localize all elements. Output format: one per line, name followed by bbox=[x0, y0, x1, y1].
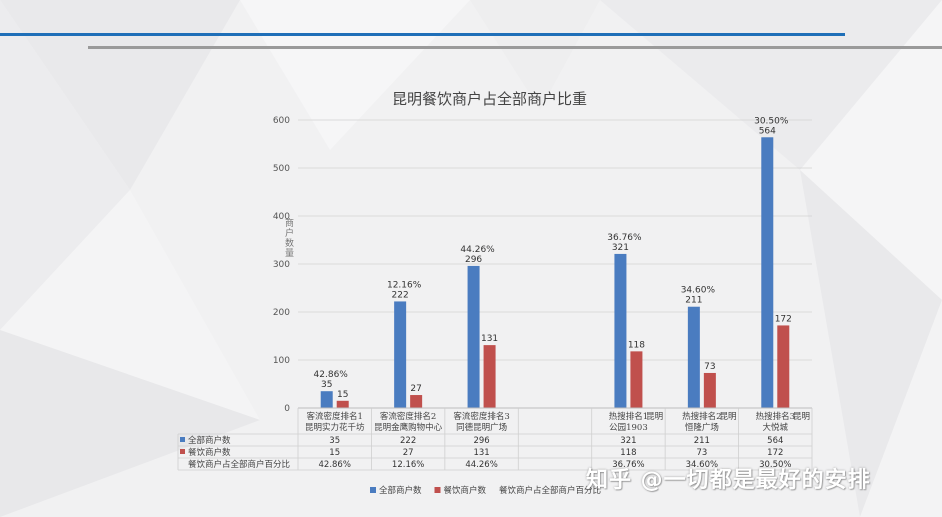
y-tick-label: 100 bbox=[273, 356, 290, 366]
y-tick-label: 300 bbox=[273, 260, 290, 270]
table-row-header: 餐饮商户占全部商户百分比 bbox=[188, 459, 290, 470]
y-tick-label: 200 bbox=[273, 308, 290, 318]
x-category-label: 恒隆广场 bbox=[685, 422, 719, 433]
percent-label: 12.16% bbox=[387, 280, 422, 290]
bar-value-label: 296 bbox=[465, 255, 482, 265]
x-category-label: 热搜排名1 bbox=[609, 411, 648, 422]
table-cell: 30.50% bbox=[759, 460, 791, 470]
table-cell: 222 bbox=[400, 436, 416, 446]
table-cell: 42.86% bbox=[319, 460, 351, 470]
x-category-suffix: 昆明 bbox=[720, 412, 737, 422]
bar-value-label: 211 bbox=[685, 296, 702, 306]
bar-餐饮商户数 bbox=[630, 351, 643, 408]
legend-entry: 餐饮商户数 bbox=[444, 485, 487, 496]
bar-餐饮商户数 bbox=[703, 372, 716, 408]
table-legend-key bbox=[180, 449, 185, 454]
bar-全部商户数 bbox=[394, 301, 407, 408]
table-row-header: 餐饮商户数 bbox=[188, 447, 231, 458]
bar-全部商户数 bbox=[467, 265, 480, 408]
bar-value-label: 118 bbox=[628, 340, 645, 350]
watermark: 知乎 @一切都是最好的安排 bbox=[586, 468, 871, 493]
x-category-label: 热搜排名3 bbox=[756, 411, 795, 422]
x-category-label: 昆明金鹰购物中心 bbox=[374, 422, 443, 433]
table-cell: 35 bbox=[329, 436, 340, 446]
bar-value-label: 321 bbox=[612, 243, 629, 253]
bar-value-label: 27 bbox=[410, 384, 421, 394]
x-category-label: 大悦城 bbox=[763, 422, 789, 433]
legend-entry: 全部商户数 bbox=[379, 485, 422, 496]
bar-全部商户数 bbox=[320, 391, 333, 408]
bar-value-label: 73 bbox=[704, 362, 715, 372]
legend-swatch bbox=[434, 487, 441, 493]
table-cell: 118 bbox=[620, 448, 636, 458]
x-category-suffix: 昆明 bbox=[646, 412, 663, 422]
percent-label: 42.86% bbox=[314, 370, 349, 380]
table-legend-key bbox=[180, 437, 185, 442]
y-axis-label: 商户数量 bbox=[283, 218, 293, 258]
chart-title: 昆明餐饮商户占全部商户比重 bbox=[392, 90, 588, 108]
bar-餐饮商户数 bbox=[777, 325, 790, 408]
table-cell: 34.60% bbox=[686, 460, 718, 470]
y-tick-label: 400 bbox=[273, 212, 290, 222]
table-cell: 172 bbox=[767, 448, 783, 458]
x-category-label: 热搜排名2 bbox=[682, 411, 721, 422]
table-cell: 44.26% bbox=[465, 460, 497, 470]
table-cell: 36.76% bbox=[612, 460, 644, 470]
table-cell: 73 bbox=[696, 448, 707, 458]
x-category-label: 昆明实力花千坊 bbox=[305, 422, 365, 433]
y-tick-label: 0 bbox=[284, 404, 290, 414]
x-category-suffix: 昆明 bbox=[793, 412, 810, 422]
percent-label: 44.26% bbox=[460, 245, 495, 255]
table-cell: 321 bbox=[620, 436, 636, 446]
bar-餐饮商户数 bbox=[410, 395, 423, 408]
bar-value-label: 131 bbox=[481, 334, 498, 344]
legend-swatch bbox=[370, 487, 376, 493]
header-rule-gray bbox=[88, 46, 942, 49]
x-category-label: 公园1903 bbox=[609, 423, 648, 433]
x-category-label: 客流密度排名2 bbox=[380, 411, 436, 422]
bar-餐饮商户数 bbox=[483, 345, 496, 408]
percent-label: 30.50% bbox=[754, 116, 789, 126]
bar-value-label: 15 bbox=[337, 390, 348, 400]
header-rule-blue bbox=[0, 33, 845, 36]
table-cell: 12.16% bbox=[392, 460, 424, 470]
bar-餐饮商户数 bbox=[336, 400, 349, 408]
bar-全部商户数 bbox=[687, 306, 700, 408]
table-cell: 27 bbox=[403, 448, 414, 458]
bar-全部商户数 bbox=[761, 137, 774, 408]
x-category-label: 客流密度排名3 bbox=[453, 411, 509, 422]
y-tick-label: 500 bbox=[273, 164, 290, 174]
x-category-label: 同德昆明广场 bbox=[456, 422, 507, 433]
bar-value-label: 564 bbox=[759, 126, 776, 136]
bar-value-label: 35 bbox=[321, 380, 332, 390]
bar-value-label: 172 bbox=[775, 314, 792, 324]
table-cell: 211 bbox=[694, 436, 710, 446]
bar-全部商户数 bbox=[614, 253, 627, 408]
legend-entry: 餐饮商户占全部商户百分比 bbox=[499, 485, 601, 496]
bar-value-label: 222 bbox=[392, 290, 409, 300]
table-cell: 131 bbox=[473, 448, 489, 458]
percent-label: 34.60% bbox=[681, 286, 716, 296]
table-cell: 296 bbox=[473, 436, 489, 446]
table-cell: 564 bbox=[767, 436, 783, 446]
x-category-label: 客流密度排名1 bbox=[307, 411, 363, 422]
percent-label: 36.76% bbox=[607, 233, 642, 243]
table-cell: 15 bbox=[329, 448, 340, 458]
y-tick-label: 600 bbox=[273, 116, 290, 126]
table-row-header: 全部商户数 bbox=[188, 435, 231, 446]
